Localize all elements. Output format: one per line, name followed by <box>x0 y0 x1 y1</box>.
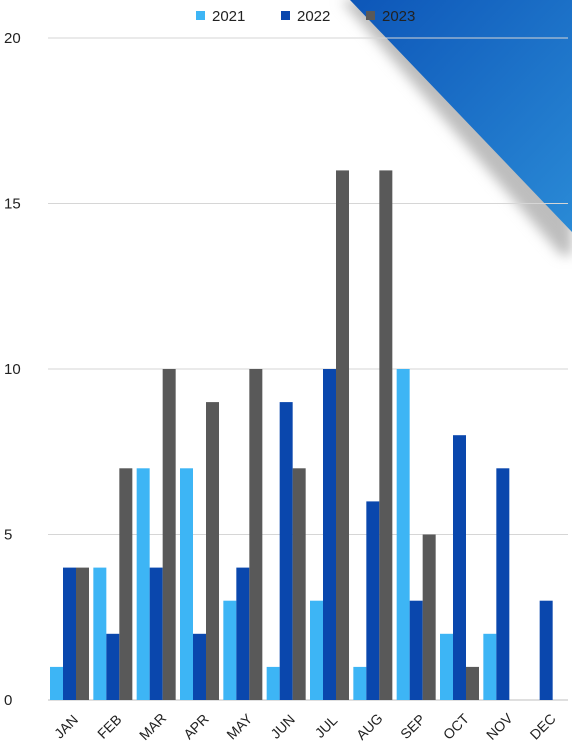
x-tick-label: DEC <box>527 710 559 742</box>
legend-label: 2021 <box>212 8 245 25</box>
bar-2021-may <box>223 600 237 700</box>
bar-2021-jan <box>50 666 63 700</box>
bar-2022-dec <box>539 600 553 700</box>
y-tick-label: 15 <box>4 196 21 213</box>
bar-2021-nov <box>483 633 497 700</box>
bar-2022-nov <box>496 468 510 700</box>
x-tick-label: JUN <box>267 711 298 742</box>
legend-label: 2022 <box>297 8 330 25</box>
x-tick-label: NOV <box>483 710 516 743</box>
bar-2021-feb <box>93 567 107 700</box>
x-tick-label: MAR <box>136 710 169 743</box>
x-tick-label: OCT <box>440 710 473 743</box>
y-tick-label: 20 <box>4 30 21 47</box>
bar-2023-jun <box>292 468 306 700</box>
bar-2022-oct <box>453 435 466 700</box>
y-tick-label: 10 <box>4 361 21 378</box>
bar-2021-jun <box>266 666 280 700</box>
x-tick-label: JUL <box>312 712 341 741</box>
legend-swatch <box>366 11 375 20</box>
bar-2021-oct <box>440 633 453 700</box>
bar-2023-feb <box>119 468 133 700</box>
bars <box>50 170 553 700</box>
bar-2023-jan <box>76 567 89 700</box>
y-axis-ticks: 0 5 10 15 20 <box>4 30 21 709</box>
bar-2023-sep <box>422 534 436 700</box>
bar-2022-sep <box>409 600 423 700</box>
bar-2022-jul <box>323 369 336 700</box>
bar-2022-apr <box>193 633 206 700</box>
x-tick-label: APR <box>180 711 212 743</box>
x-tick-label: AUG <box>353 710 386 743</box>
y-tick-label: 0 <box>4 692 12 709</box>
bar-2023-oct <box>466 666 479 700</box>
legend-swatch <box>281 11 290 20</box>
x-tick-label: MAY <box>223 710 255 742</box>
bar-2021-apr <box>180 468 193 700</box>
bar-2022-aug <box>366 501 380 700</box>
x-tick-label: FEB <box>94 711 125 742</box>
bar-2021-aug <box>353 666 367 700</box>
bar-2022-jan <box>63 567 76 700</box>
bar-2022-jun <box>279 402 293 700</box>
x-tick-label: JAN <box>51 711 81 741</box>
bar-2023-mar <box>162 369 176 700</box>
legend-swatch <box>196 11 205 20</box>
bar-2023-apr <box>206 402 219 700</box>
bar-2021-jul <box>310 600 323 700</box>
bar-2023-aug <box>379 170 393 700</box>
gridlines <box>48 37 568 701</box>
bar-2022-mar <box>149 567 163 700</box>
bar-2023-jul <box>336 170 349 700</box>
bar-2022-feb <box>106 633 120 700</box>
bar-2021-mar <box>136 468 150 700</box>
bar-2021-sep <box>396 369 410 700</box>
legend: 2021 2022 2023 <box>196 8 415 25</box>
bar-2023-may <box>249 369 263 700</box>
x-tick-label: SEP <box>397 711 428 742</box>
corner-decoration <box>350 0 572 232</box>
bar-2022-may <box>236 567 250 700</box>
y-tick-label: 5 <box>4 527 12 544</box>
x-axis-ticks: JAN FEB MAR APR MAY JUN JUL AUG SEP OCT NOV DEC <box>51 710 559 744</box>
legend-label: 2023 <box>382 8 415 25</box>
